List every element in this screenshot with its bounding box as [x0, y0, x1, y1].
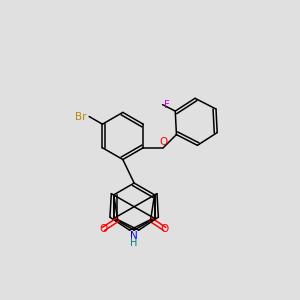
Text: H: H [130, 238, 138, 248]
Text: O: O [161, 224, 169, 234]
Text: O: O [99, 224, 108, 234]
Text: N: N [130, 231, 138, 241]
Text: Br: Br [75, 112, 87, 122]
Text: O: O [159, 137, 167, 147]
Text: F: F [164, 100, 170, 110]
